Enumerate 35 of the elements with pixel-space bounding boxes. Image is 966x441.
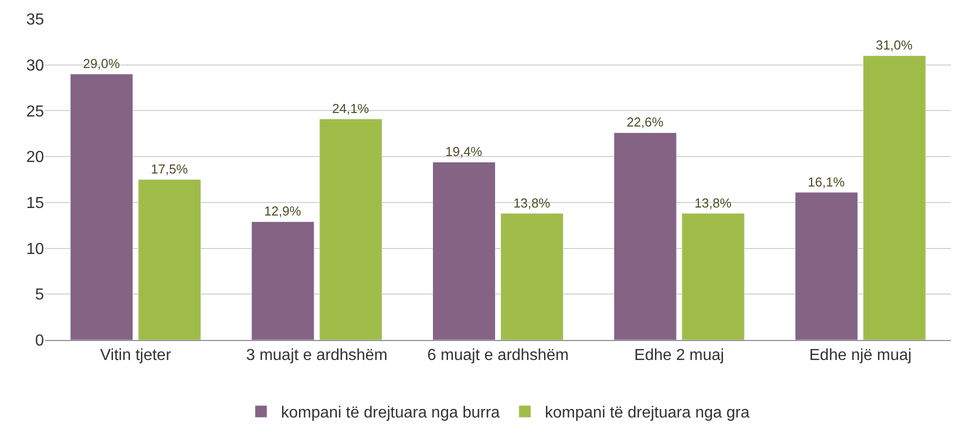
x-tick-label: Vitin tjeter: [100, 347, 172, 364]
bar: [682, 213, 745, 340]
y-tick-label: 20: [26, 149, 44, 166]
y-tick-label: 25: [26, 103, 44, 120]
data-label: 19,4%: [445, 144, 483, 160]
data-label: 13,8%: [694, 195, 732, 210]
bar: [614, 132, 677, 340]
x-tick-label: 6 muajt e ardhshëm: [427, 347, 569, 364]
legend-label: kompani të drejtuara nga burra: [281, 404, 500, 422]
y-tick-label: 5: [35, 286, 44, 304]
data-label: 12,9%: [264, 204, 302, 219]
bar: [862, 55, 926, 340]
bar: [319, 118, 382, 340]
data-label: 13,8%: [513, 195, 551, 210]
x-tick-label: 3 muajt e ardhshëm: [246, 347, 388, 364]
data-label: 31,0%: [876, 38, 914, 53]
x-tick-label: Edhe 2 muaj: [634, 347, 724, 364]
bar: [432, 162, 496, 340]
y-tick-label: 15: [26, 195, 44, 212]
data-label: 17,5%: [150, 162, 188, 176]
bar: [70, 74, 134, 340]
data-label: 29,0%: [82, 56, 120, 72]
bar: [794, 192, 858, 340]
data-label: 22,6%: [626, 114, 664, 130]
data-label: 24,1%: [332, 100, 370, 116]
y-tick-label: 10: [26, 240, 44, 258]
bar: [138, 179, 202, 340]
data-label: 16,1%: [808, 174, 846, 190]
y-tick-label: 0: [35, 332, 44, 350]
y-tick-label: 30: [26, 57, 44, 74]
x-tick-label: Edhe një muaj: [809, 347, 912, 364]
y-tick-label: 35: [26, 12, 44, 29]
bar: [251, 221, 314, 340]
bar: [500, 213, 564, 340]
legend-label: kompani të drejtuara nga gra: [544, 404, 750, 422]
